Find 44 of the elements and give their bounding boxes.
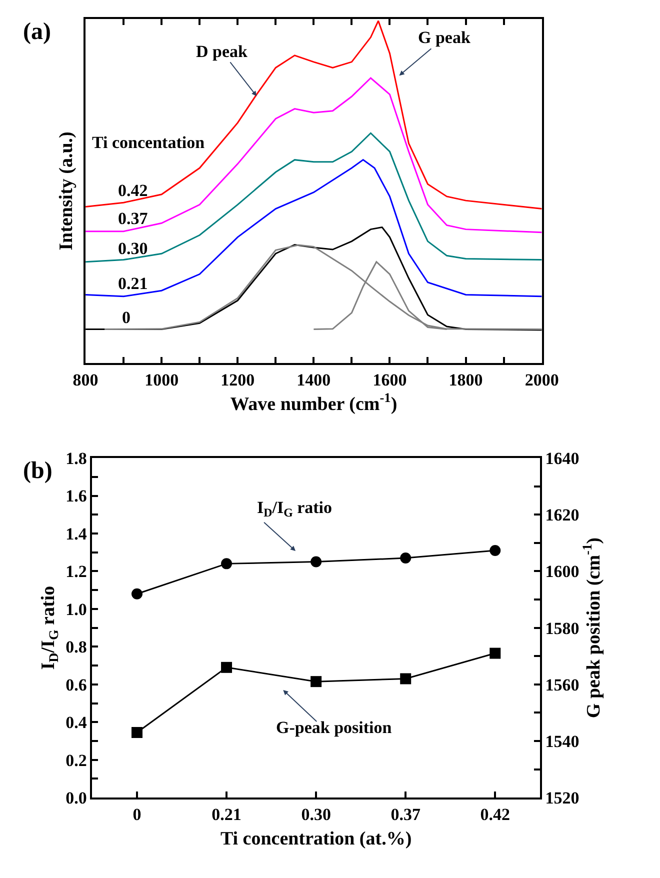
annotation: G-peak position [276,718,392,737]
y2-tick-label: 1640 [545,449,580,468]
annotation: I$_{D}$/I$_{G}$ ratio [257,498,332,520]
x-axis-title: Wave number (cm$^{-1}$) [230,390,398,415]
y-tick-label: 0.4 [66,713,88,732]
x-tick-label: 0.42 [480,804,510,824]
annotation: 0.42 [118,181,148,200]
y-tick-label: 0.2 [66,750,87,770]
annotation: 0.37 [118,209,148,228]
x-tick-label: 1600 [372,370,407,390]
y2-tick-label: 1560 [545,675,580,694]
x-axis-title: Ti concentration (at.%) [220,828,412,850]
y2-tick-label: 1540 [545,732,580,751]
annotation: 0.21 [118,274,148,293]
y-tick-label: 1.0 [66,600,87,619]
y-tick-label: 1.6 [66,486,87,506]
y2-tick-label: 1580 [545,618,580,638]
y-tick-label: 1.8 [66,449,87,468]
x-tick-label: 800 [72,370,98,390]
annotation: D peak [196,42,248,61]
y-axis-title: Intensity (a.u.) [56,132,77,250]
x-tick-label: 1000 [144,370,179,390]
y-tick-label: 0.8 [66,638,87,657]
annotation: 0 [122,308,130,327]
annotation: 0.30 [118,239,148,258]
x-tick-label: 1200 [220,370,255,390]
y2-tick-label: 1520 [545,788,580,808]
x-tick-label: 0.37 [390,804,421,824]
y2-tick-label: 1620 [545,506,580,525]
y-tick-label: 0.0 [66,788,87,808]
x-tick-label: 0.30 [301,804,331,824]
y-tick-label: 0.6 [66,675,87,694]
annotation: Ti concentation [92,133,206,152]
x-tick-label: 1800 [448,370,483,390]
x-tick-label: 2000 [524,370,559,390]
chart-title: (a) [23,19,51,45]
annotation: G peak [418,28,471,47]
x-tick-label: 1400 [296,370,331,390]
x-tick-label: 0.21 [212,804,242,824]
y2-tick-label: 1600 [545,562,580,582]
chart-title: (b) [23,458,52,484]
y-tick-label: 1.2 [66,562,87,582]
x-tick-label: 0 [132,804,142,824]
y-tick-label: 1.4 [66,524,88,544]
